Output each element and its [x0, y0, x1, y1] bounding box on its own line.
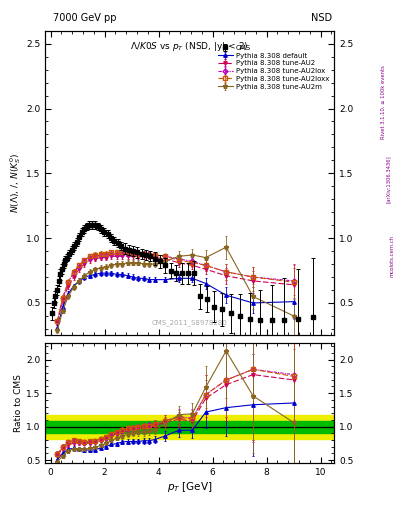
- Y-axis label: $N(\Lambda)$, /, $N(K^0_S)$: $N(\Lambda)$, /, $N(K^0_S)$: [8, 153, 23, 213]
- Text: [arXiv:1306.3436]: [arXiv:1306.3436]: [386, 155, 391, 203]
- Y-axis label: Ratio to CMS: Ratio to CMS: [14, 374, 23, 432]
- Text: mcplots.cern.ch: mcplots.cern.ch: [390, 235, 393, 277]
- X-axis label: $p_T$ [GeV]: $p_T$ [GeV]: [167, 480, 212, 494]
- Text: Rivet 3.1.10, ≥ 100k events: Rivet 3.1.10, ≥ 100k events: [381, 66, 386, 139]
- Bar: [45, 420, 334, 433]
- Text: NSD: NSD: [311, 13, 332, 23]
- Text: CMS_2011_S8978280: CMS_2011_S8978280: [152, 319, 228, 326]
- Legend: CMS, Pythia 8.308 default, Pythia 8.308 tune-AU2, Pythia 8.308 tune-AU2lox, Pyth: CMS, Pythia 8.308 default, Pythia 8.308 …: [217, 44, 331, 91]
- Text: $\Lambda/K0S$ vs $p_T$ (NSD, |y| < 2): $\Lambda/K0S$ vs $p_T$ (NSD, |y| < 2): [130, 40, 249, 53]
- Bar: [45, 415, 334, 439]
- Text: 7000 GeV pp: 7000 GeV pp: [53, 13, 117, 23]
